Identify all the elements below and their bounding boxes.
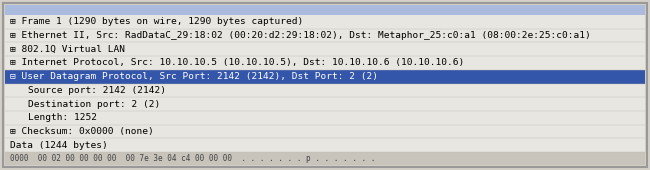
Bar — [5, 152, 645, 165]
Bar — [5, 5, 645, 15]
Bar — [5, 56, 645, 70]
Text: Source port: 2142 (2142): Source port: 2142 (2142) — [28, 86, 166, 95]
Text: ⊞ Frame 1 (1290 bytes on wire, 1290 bytes captured): ⊞ Frame 1 (1290 bytes on wire, 1290 byte… — [10, 17, 304, 26]
Text: Length: 1252: Length: 1252 — [28, 113, 97, 122]
Bar — [5, 138, 645, 152]
Text: ⊞ 802.1Q Virtual LAN: ⊞ 802.1Q Virtual LAN — [10, 45, 125, 54]
Text: 0000  00 02 00 00 00 00  00 7e 3e 04 c4 00 00 00  . . . . . . . p . . . . . . .: 0000 00 02 00 00 00 00 00 7e 3e 04 c4 00… — [10, 154, 376, 163]
Bar — [5, 97, 645, 111]
Bar — [5, 111, 645, 125]
Text: ⊟ User Datagram Protocol, Src Port: 2142 (2142), Dst Port: 2 (2): ⊟ User Datagram Protocol, Src Port: 2142… — [10, 72, 378, 81]
Bar — [5, 70, 645, 83]
Text: Data (1244 bytes): Data (1244 bytes) — [10, 141, 108, 150]
Bar — [5, 83, 645, 97]
Text: ⊞ Internet Protocol, Src: 10.10.10.5 (10.10.10.5), Dst: 10.10.10.6 (10.10.10.6): ⊞ Internet Protocol, Src: 10.10.10.5 (10… — [10, 58, 464, 67]
Bar — [5, 42, 645, 56]
Text: ⊞ Ethernet II, Src: RadDataC_29:18:02 (00:20:d2:29:18:02), Dst: Metaphor_25:c0:a: ⊞ Ethernet II, Src: RadDataC_29:18:02 (0… — [10, 31, 591, 40]
Bar — [5, 29, 645, 42]
Bar — [5, 15, 645, 29]
Text: Destination port: 2 (2): Destination port: 2 (2) — [28, 100, 161, 109]
Bar — [5, 125, 645, 138]
Text: ⊞ Checksum: 0x0000 (none): ⊞ Checksum: 0x0000 (none) — [10, 127, 154, 136]
